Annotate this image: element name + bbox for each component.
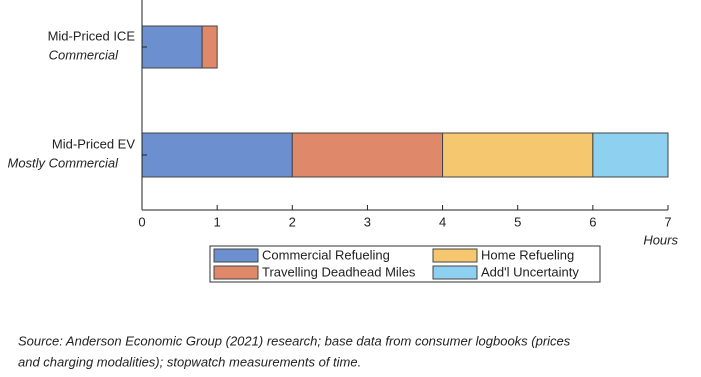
x-tick-label: 0 [138,214,145,229]
bar-segment [141,132,293,178]
bar-segment [141,25,203,69]
x-tick-label: 6 [589,214,596,229]
bar-segment [201,25,218,69]
category-label: Mid-Priced ICE [48,28,136,43]
category-label: Commercial [49,47,119,62]
legend-swatch [213,248,259,263]
x-tick-label: 5 [514,214,521,229]
legend-swatch [432,248,478,263]
legend-box [209,245,601,283]
legend-label: Travelling Deadhead Miles [262,264,416,279]
x-tick-label: 3 [364,214,371,229]
legend-swatch [432,265,478,280]
x-tick-label: 2 [289,214,296,229]
category-label: Mostly Commercial [7,155,119,170]
x-axis-label: Hours [643,232,678,247]
legend-label: Commercial Refueling [262,247,390,262]
bar-segment [592,132,669,178]
x-tick-label: 7 [664,214,671,229]
source-note: Source: Anderson Economic Group (2021) r… [18,333,571,348]
category-label: Mid-Priced EV [52,136,135,151]
bar-segment [291,132,444,178]
legend-label: Add'l Uncertainty [481,264,579,279]
legend-label: Home Refueling [481,247,574,262]
source-note: and charging modalities); stopwatch meas… [18,354,361,369]
x-tick-label: 1 [214,214,221,229]
x-tick-label: 4 [439,214,446,229]
bar-segment [442,132,594,178]
legend-swatch [213,265,259,280]
